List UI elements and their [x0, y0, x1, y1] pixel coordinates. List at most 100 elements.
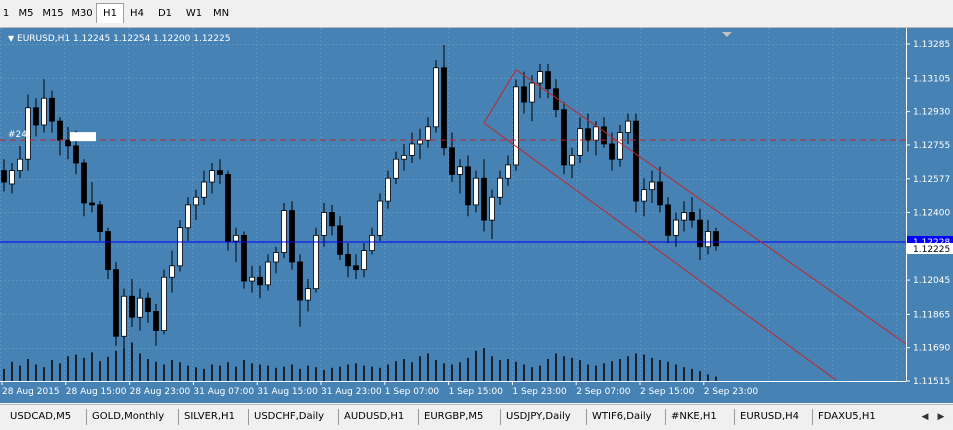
- candle-bull: [41, 97, 47, 126]
- symbol-tab[interactable]: SILVER,H1: [184, 411, 235, 422]
- time-tick-label: 28 Aug 15:00: [66, 387, 127, 397]
- candle-bull: [505, 164, 511, 179]
- candle-bear: [329, 212, 335, 227]
- volume-bars: [3, 342, 717, 381]
- candle-bull: [617, 132, 623, 160]
- symbol-tab[interactable]: USDCAD,M5: [10, 411, 72, 422]
- candle-bull: [161, 276, 167, 331]
- candle-bull: [681, 212, 687, 221]
- chart-lines: #24: [0, 69, 907, 381]
- bid-price-label-bg: [907, 236, 953, 248]
- candle-bull: [425, 126, 431, 141]
- symbol-tab[interactable]: FDAXU5,H1: [818, 411, 876, 422]
- candle-bull: [569, 154, 575, 166]
- candle-bull: [193, 196, 199, 206]
- candle-bull: [169, 265, 175, 278]
- candle-bear: [153, 311, 159, 331]
- candlesticks: [1, 44, 719, 350]
- timeframe-button-d1[interactable]: D1: [157, 8, 173, 19]
- time-tick-label: 31 Aug 07:00: [193, 387, 254, 397]
- candle-bull: [497, 177, 503, 198]
- candle-bull: [265, 261, 271, 286]
- candle-bull: [513, 86, 519, 166]
- candle-bear: [217, 170, 223, 175]
- candle-bear: [697, 219, 703, 248]
- candle-bear: [689, 212, 695, 221]
- candle-bull: [321, 212, 327, 236]
- tab-separator: [665, 409, 666, 425]
- candle-bear: [105, 231, 111, 271]
- timeframe-button-m15[interactable]: M15: [42, 8, 64, 19]
- candle-bear: [633, 120, 639, 202]
- timeframe-button-1[interactable]: 1: [2, 8, 10, 19]
- symbol-tab[interactable]: EURUSD,H4: [740, 411, 800, 422]
- symbol-tab[interactable]: GOLD,Monthly: [92, 411, 165, 422]
- candle-bear: [33, 107, 39, 126]
- candle-bear: [97, 204, 103, 232]
- candle-bull: [209, 170, 215, 183]
- time-axis: 28 Aug 2015 28 Aug 15:00 28 Aug 23:00 31 Au…: [0, 32, 906, 397]
- candle-bull: [137, 297, 143, 318]
- arrow-right-icon[interactable]: ▶: [937, 412, 945, 422]
- price-tick-label: 1.12045: [913, 276, 950, 286]
- candle-bull: [369, 234, 375, 251]
- candle-bull: [273, 252, 279, 263]
- time-tick-label: 2 Sep 23:00: [704, 387, 759, 397]
- symbol-tab[interactable]: WTIF6,Daily: [592, 411, 652, 422]
- price-tick-label: 1.11690: [913, 344, 950, 354]
- collapse-arrow-icon[interactable]: ▼: [8, 34, 15, 43]
- symbol-tab[interactable]: #NKE,H1: [671, 411, 717, 422]
- candle-bear: [449, 147, 455, 175]
- candle-bull: [393, 158, 399, 179]
- timeframe-button-h1[interactable]: H1: [96, 3, 124, 23]
- candle-bull: [537, 71, 543, 84]
- symbol-tab-bar: USDCAD,M5 GOLD,Monthly SILVER,H1 USDCHF,Dai…: [0, 404, 953, 430]
- candle-bear: [713, 231, 719, 247]
- candle-bull: [377, 200, 383, 236]
- symbol-tab[interactable]: AUDUSD,H1: [344, 411, 405, 422]
- candle-bear: [601, 126, 607, 145]
- tab-separator: [248, 409, 249, 425]
- candle-bear: [609, 143, 615, 160]
- tab-separator: [734, 409, 735, 425]
- price-chart[interactable]: #24 1.132851.131051.129301.127551.125771…: [0, 28, 953, 403]
- timeframe-toolbar: 1 M5 M15 M30 H1 H4 D1 W1 MN: [0, 0, 953, 28]
- candle-bull: [249, 276, 255, 282]
- tab-separator: [812, 409, 813, 425]
- candle-bull: [313, 234, 319, 290]
- candle-bear: [57, 120, 63, 141]
- tab-separator: [178, 409, 179, 425]
- candle-bull: [177, 227, 183, 267]
- tab-separator: [500, 409, 501, 425]
- candle-bear: [129, 295, 135, 318]
- chart-window[interactable]: #24 1.13285 1.13105 1.12930 1.12755 1.12577 1…: [0, 28, 953, 403]
- tab-separator: [586, 409, 587, 425]
- symbol-tab[interactable]: USDJPY,Daily: [506, 411, 571, 422]
- timeframe-button-mn[interactable]: MN: [212, 8, 230, 19]
- candle-bear: [585, 128, 591, 141]
- candle-bull: [17, 158, 23, 172]
- candle-bull: [305, 288, 311, 301]
- candle-bull: [641, 189, 647, 202]
- candle-bull: [473, 177, 479, 206]
- candle-bull: [361, 250, 367, 271]
- candle-bull: [417, 139, 423, 145]
- timeframe-button-w1[interactable]: W1: [185, 8, 203, 19]
- candle-bear: [465, 166, 471, 206]
- timeframe-button-m30[interactable]: M30: [71, 8, 93, 19]
- price-tick-label: 1.13105: [913, 74, 950, 84]
- symbol-tab[interactable]: EURGBP,M5: [424, 411, 484, 422]
- price-tick-label: 1.12930: [913, 108, 950, 118]
- timeframe-button-m5[interactable]: M5: [18, 8, 34, 19]
- candle-bear: [225, 174, 231, 242]
- tab-separator: [338, 409, 339, 425]
- timeframe-button-h4[interactable]: H4: [130, 8, 144, 19]
- tab-separator: [86, 409, 87, 425]
- price-axis: 1.13285 1.13105 1.12930 1.12755 1.12577 1.124…: [906, 28, 953, 403]
- candle-bear: [257, 276, 263, 286]
- candle-bull: [233, 234, 239, 242]
- symbol-tab[interactable]: USDCHF,Daily: [254, 411, 325, 422]
- time-tick-label: 28 Aug 2015: [2, 387, 60, 397]
- arrow-left-icon[interactable]: ◀: [921, 412, 929, 422]
- candle-bull: [385, 177, 391, 202]
